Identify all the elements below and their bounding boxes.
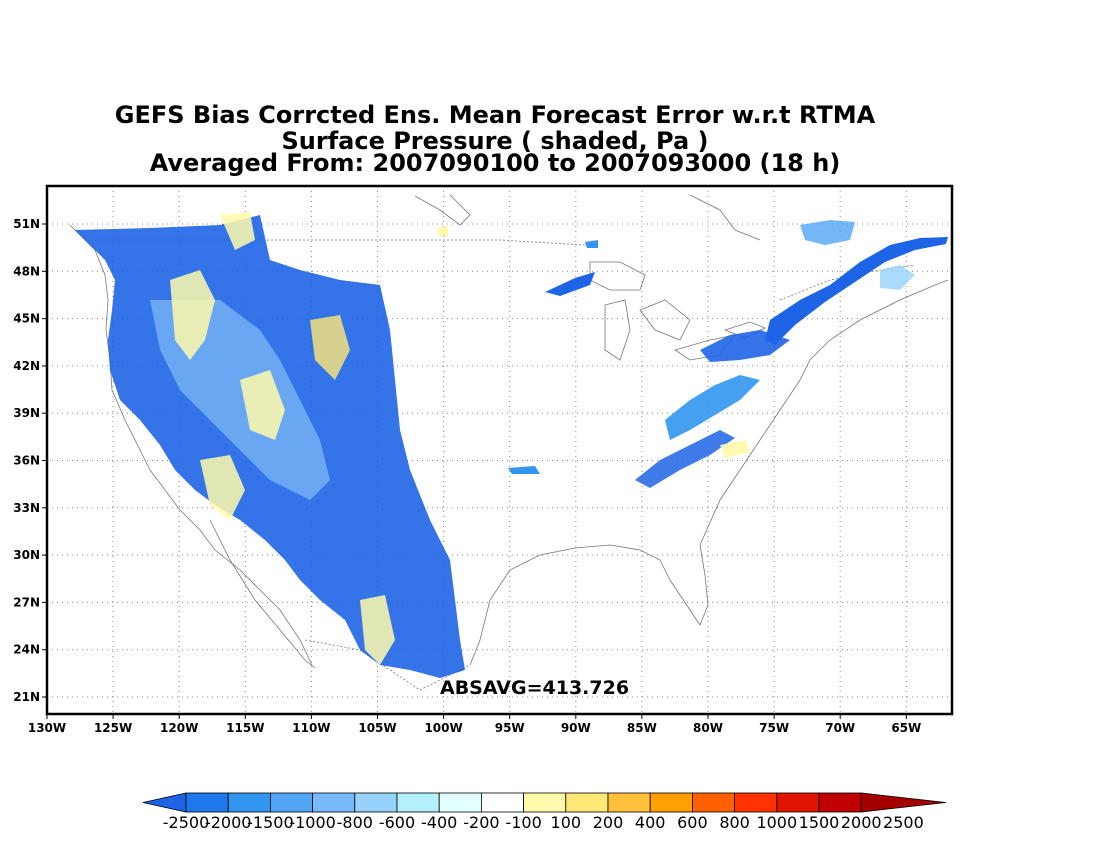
longitude-label: 115W bbox=[226, 721, 264, 735]
colorbar-label: 400 bbox=[635, 813, 666, 832]
colorbar-swatch bbox=[734, 792, 778, 813]
colorbar bbox=[142, 792, 947, 813]
colorbar-label: 2000 bbox=[841, 813, 882, 832]
colorbar-label: 100 bbox=[551, 813, 582, 832]
colorbar-swatch bbox=[649, 792, 693, 813]
longitude-label: 65W bbox=[891, 721, 921, 735]
longitude-label: 80W bbox=[693, 721, 723, 735]
chart-title-line-1: GEFS Bias Corrcted Ens. Mean Forecast Er… bbox=[114, 101, 876, 129]
chart-title-line-2: Surface Pressure ( shaded, Pa ) bbox=[281, 127, 709, 155]
colorbar-label: 600 bbox=[677, 813, 708, 832]
colorbar-label: -400 bbox=[421, 813, 457, 832]
shaded-region-east-4 bbox=[635, 430, 735, 488]
longitude-label: 70W bbox=[825, 721, 855, 735]
shaded-region-positive-5 bbox=[200, 455, 245, 520]
colorbar-label: -100 bbox=[505, 813, 541, 832]
shaded-region-east-3 bbox=[665, 375, 760, 440]
colorbar-swatch bbox=[692, 792, 736, 813]
colorbar-label: 2500 bbox=[883, 813, 924, 832]
colorbar-swatch bbox=[565, 792, 609, 813]
shaded-region-positive-6 bbox=[220, 212, 255, 250]
latitude-label: 39N bbox=[13, 406, 40, 420]
shaded-region-positive-4 bbox=[360, 595, 395, 665]
longitude-label: 130W bbox=[28, 721, 66, 735]
longitude-label: 100W bbox=[424, 721, 462, 735]
colorbar-swatch bbox=[312, 792, 356, 813]
colorbar-label: 1500 bbox=[799, 813, 840, 832]
colorbar-labels: -2500-2000-1500-1000 -800 -600 -400 -200 -100… bbox=[163, 813, 924, 832]
latitude-label: 21N bbox=[13, 690, 40, 704]
shaded-region-central-4 bbox=[437, 226, 448, 236]
latitude-labels: 51N 48N 45N 42N 39N 36N 33N 30N 27N 24N 21N bbox=[13, 217, 40, 704]
latitude-label: 27N bbox=[13, 595, 40, 609]
colorbar-swatch bbox=[396, 792, 440, 813]
shaded-region-positive-3 bbox=[310, 315, 350, 380]
latitude-label: 45N bbox=[13, 312, 40, 326]
longitude-label: 95W bbox=[495, 721, 525, 735]
chart-title-line-3: Averaged From: 2007090100 to 2007093000 … bbox=[149, 149, 841, 177]
shaded-region-east-6 bbox=[880, 265, 915, 290]
colorbar-label: -200 bbox=[463, 813, 499, 832]
shaded-region-east-2 bbox=[700, 330, 790, 362]
colorbar-swatch bbox=[776, 792, 820, 813]
longitude-label: 125W bbox=[94, 721, 132, 735]
colorbar-swatch bbox=[438, 792, 482, 813]
longitude-label: 75W bbox=[759, 721, 789, 735]
longitude-label: 110W bbox=[292, 721, 330, 735]
longitude-label: 105W bbox=[358, 721, 396, 735]
colorbar-swatch bbox=[607, 792, 651, 813]
shaded-region-positive-2 bbox=[240, 370, 285, 440]
shaded-region-positive-1 bbox=[170, 270, 215, 360]
latitude-label: 42N bbox=[13, 359, 40, 373]
latitude-label: 51N bbox=[13, 217, 40, 231]
colorbar-swatch bbox=[818, 792, 862, 813]
shaded-region-east-7 bbox=[720, 440, 750, 458]
latitude-label: 24N bbox=[13, 643, 40, 657]
colorbar-label: -1500 bbox=[247, 813, 294, 832]
shaded-region-east-1 bbox=[765, 237, 948, 345]
latitude-label: 48N bbox=[13, 264, 40, 278]
colorbar-label: -2500 bbox=[163, 813, 210, 832]
latitude-label: 36N bbox=[13, 454, 40, 468]
colorbar-swatch bbox=[354, 792, 398, 813]
colorbar-swatch bbox=[185, 792, 229, 813]
colorbar-swatch bbox=[480, 792, 524, 813]
longitude-label: 90W bbox=[561, 721, 591, 735]
shaded-region-central-1 bbox=[545, 272, 595, 296]
shaded-region-central-3 bbox=[585, 240, 598, 248]
longitude-label: 120W bbox=[160, 721, 198, 735]
colorbar-label: -800 bbox=[337, 813, 373, 832]
colorbar-label: 800 bbox=[719, 813, 750, 832]
colorbar-arrow-high bbox=[860, 792, 947, 813]
colorbar-label: -600 bbox=[379, 813, 415, 832]
longitude-label: 85W bbox=[627, 721, 657, 735]
map-frame bbox=[45, 184, 954, 716]
colorbar-arrow-low bbox=[142, 792, 187, 813]
colorbar-swatch bbox=[269, 792, 313, 813]
error-field-shading bbox=[75, 212, 948, 678]
absavg-label: ABSAVG=413.726 bbox=[440, 677, 629, 699]
latitude-label: 30N bbox=[13, 548, 40, 562]
colorbar-label: 1000 bbox=[756, 813, 797, 832]
latitude-label: 33N bbox=[13, 501, 40, 515]
colorbar-label: 200 bbox=[593, 813, 624, 832]
colorbar-label: -2000 bbox=[205, 813, 252, 832]
axis-ticks bbox=[42, 223, 907, 719]
colorbar-swatch bbox=[523, 792, 567, 813]
colorbar-swatch bbox=[227, 792, 271, 813]
shaded-region-central-2 bbox=[508, 466, 540, 474]
colorbar-label: -1000 bbox=[289, 813, 336, 832]
shaded-region-east-5 bbox=[800, 220, 855, 245]
longitude-labels: 130W 125W 120W 115W 110W 105W 100W 95W 90W 85W 80W… bbox=[28, 721, 921, 735]
